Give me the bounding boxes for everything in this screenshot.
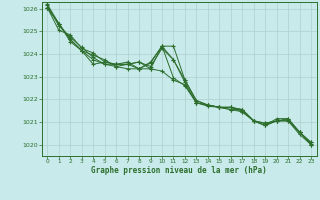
X-axis label: Graphe pression niveau de la mer (hPa): Graphe pression niveau de la mer (hPa) — [91, 166, 267, 175]
